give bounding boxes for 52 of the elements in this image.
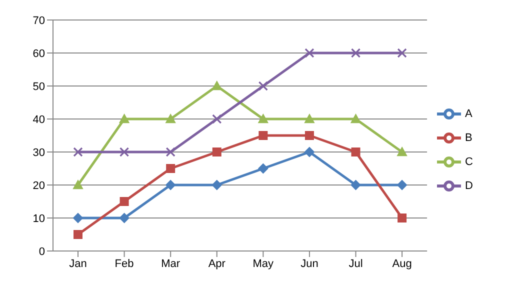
y-tick-label: 30	[32, 146, 45, 159]
point	[212, 81, 222, 90]
legend-label: B	[465, 131, 472, 144]
point	[120, 197, 129, 206]
point	[212, 148, 222, 156]
y-tick-label: 0	[38, 246, 45, 258]
point	[397, 48, 407, 58]
x-tick-label: Jan	[69, 258, 87, 270]
y-tick-label: 60	[32, 48, 45, 60]
point	[304, 147, 314, 157]
x-tick-label: Mar	[161, 258, 180, 270]
point	[304, 114, 314, 124]
point	[258, 164, 268, 174]
x-tick-label: May	[252, 258, 274, 270]
legend-label: D	[465, 179, 473, 192]
legend-label: C	[465, 155, 473, 168]
point	[166, 164, 176, 173]
point	[73, 180, 83, 190]
x-tick-label: Apr	[208, 258, 226, 270]
point	[166, 114, 176, 124]
point	[258, 114, 268, 124]
point	[350, 48, 361, 58]
point	[73, 213, 83, 223]
point	[350, 180, 361, 190]
y-tick-label: 20	[32, 180, 45, 192]
point	[73, 147, 83, 157]
y-tick-label: 10	[32, 212, 45, 225]
x-tick-label: Aug	[392, 258, 412, 270]
y-tick-label: 40	[32, 114, 45, 126]
legend-label: A	[465, 107, 472, 120]
point	[398, 214, 407, 222]
point	[258, 131, 268, 140]
x-tick-label: Jul	[348, 258, 363, 270]
point	[350, 114, 361, 124]
point	[119, 213, 130, 223]
point	[166, 180, 176, 190]
y-tick-label: 50	[32, 80, 45, 93]
point	[397, 147, 408, 156]
y-tick-label: 70	[32, 14, 45, 27]
point	[119, 147, 130, 157]
point	[212, 180, 222, 190]
point	[304, 131, 314, 140]
point	[74, 230, 82, 239]
point	[304, 48, 314, 58]
x-tick-label: Feb	[114, 258, 134, 270]
point	[119, 114, 130, 124]
point	[166, 147, 176, 157]
point	[351, 148, 360, 156]
point	[258, 81, 268, 91]
point	[212, 114, 222, 124]
x-tick-label: Jun	[300, 258, 318, 270]
point	[397, 180, 408, 190]
